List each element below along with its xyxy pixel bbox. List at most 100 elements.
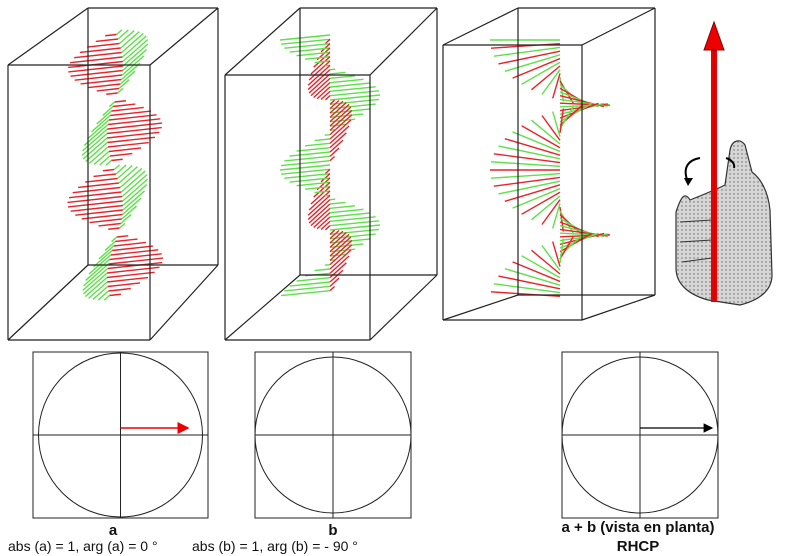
polar-plot-sum xyxy=(562,352,718,518)
field-vector xyxy=(491,292,560,296)
box-edge xyxy=(225,275,300,340)
field-vector xyxy=(330,206,355,209)
field-vector xyxy=(110,111,151,115)
field-vector xyxy=(491,174,560,178)
field-vector xyxy=(123,198,142,214)
field-vector xyxy=(330,83,370,87)
field-vector xyxy=(325,265,330,266)
field-vector xyxy=(290,152,330,156)
field-vector xyxy=(122,175,147,197)
box-edge xyxy=(370,275,437,340)
field-vector xyxy=(74,53,122,58)
box-edge xyxy=(370,8,437,75)
field-vector xyxy=(97,89,119,91)
field-vector xyxy=(115,239,137,241)
field-vector xyxy=(297,278,330,281)
field-vector xyxy=(325,135,330,136)
box-edge xyxy=(150,8,218,65)
field-vector xyxy=(315,139,330,141)
field-vector xyxy=(281,169,330,174)
field-vector xyxy=(330,202,345,204)
field-vector xyxy=(108,228,119,229)
field-vector xyxy=(330,213,370,217)
field-vector xyxy=(330,76,355,79)
field-vector xyxy=(491,162,560,166)
field-vector xyxy=(297,148,330,151)
box-edge xyxy=(582,8,655,45)
field-vector xyxy=(115,101,126,102)
field-vector xyxy=(80,48,121,52)
caption: RHCP xyxy=(617,538,660,555)
field-vector xyxy=(330,148,339,156)
field-vector xyxy=(110,154,132,156)
field-vector xyxy=(284,156,330,161)
field-vector xyxy=(280,35,330,40)
field-vector xyxy=(284,44,330,49)
field-vector xyxy=(117,236,128,237)
field-vector xyxy=(494,47,560,56)
field-vector xyxy=(330,95,380,100)
field-vector xyxy=(330,87,376,92)
field-vector xyxy=(114,165,119,170)
field-vector xyxy=(108,289,130,291)
field-vector xyxy=(117,30,122,35)
field-vector xyxy=(120,168,142,187)
field-vector xyxy=(81,80,122,84)
panel-label: b xyxy=(328,522,337,539)
field-vector xyxy=(494,284,560,293)
field-vector xyxy=(107,278,148,282)
field-vector xyxy=(321,91,330,99)
field-vector xyxy=(290,282,330,286)
field-vector xyxy=(330,199,335,200)
field-vector xyxy=(75,75,123,80)
field-vector xyxy=(120,71,135,84)
field-vector xyxy=(330,209,363,212)
field-vector xyxy=(90,219,122,223)
field-vector xyxy=(315,269,330,271)
field-vector xyxy=(85,278,107,297)
field-vector xyxy=(330,69,335,70)
field-vector xyxy=(96,39,118,41)
field-vector xyxy=(111,159,122,160)
field-vector xyxy=(111,107,143,111)
field-vector xyxy=(281,291,330,296)
field-vector xyxy=(491,44,560,48)
panel-label: a + b (vista en planta) xyxy=(562,519,715,536)
field-vector xyxy=(106,93,117,94)
field-vector xyxy=(330,221,379,226)
field-vector xyxy=(85,179,117,183)
field-vector xyxy=(117,166,132,179)
field-vector xyxy=(103,170,114,171)
field-vector xyxy=(522,126,560,148)
field-vector xyxy=(330,79,363,82)
field-vector xyxy=(330,72,345,74)
field-vector xyxy=(87,44,119,48)
field-vector xyxy=(280,165,330,170)
field-vector xyxy=(112,246,153,250)
field-vector xyxy=(97,111,112,124)
field-vector xyxy=(281,161,330,166)
field-vector xyxy=(114,242,146,246)
box-edge xyxy=(8,8,88,65)
box-edge xyxy=(225,8,300,75)
field-vector xyxy=(99,224,121,226)
field-vector xyxy=(297,182,330,185)
caption: abs (a) = 1, arg (a) = 0 ° xyxy=(8,538,158,554)
field-vector xyxy=(75,210,123,215)
field-vector xyxy=(522,256,560,278)
field-vector xyxy=(78,183,119,187)
field-vector xyxy=(94,174,116,176)
illustration: a b a + b (vista en planta) abs (a) = 1,… xyxy=(0,0,799,556)
field-vector xyxy=(109,148,141,152)
field-vector xyxy=(105,35,116,36)
right-hand xyxy=(676,22,772,305)
field-vector xyxy=(111,250,159,255)
wave-vectors xyxy=(67,30,609,300)
panel-label: a xyxy=(109,522,118,539)
field-vector xyxy=(522,62,560,84)
field-vector xyxy=(120,31,135,44)
field-vector xyxy=(330,157,335,161)
field-vector xyxy=(73,188,121,193)
field-vector xyxy=(104,296,109,301)
field-vector xyxy=(325,96,330,100)
